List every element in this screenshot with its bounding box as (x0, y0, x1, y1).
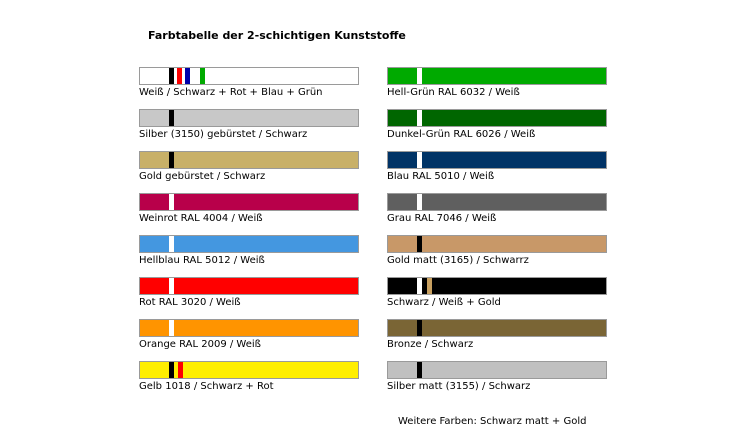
color-stripe (169, 320, 174, 336)
color-swatch-bar (387, 235, 607, 253)
color-swatch-label: Silber matt (3155) / Schwarz (387, 381, 531, 392)
color-swatch-label: Silber (3150) gebürstet / Schwarz (139, 129, 308, 140)
color-swatch-label: Gelb 1018 / Schwarz + Rot (139, 381, 274, 392)
color-stripe (169, 236, 174, 252)
color-swatch-label: Dunkel-Grün RAL 6026 / Weiß (387, 129, 536, 140)
color-stripe (427, 278, 432, 294)
right-color-column: Hell-Grün RAL 6032 / Weiß Dunkel-Grün RA… (387, 67, 607, 403)
color-swatch-label: Blau RAL 5010 / Weiß (387, 171, 495, 182)
color-stripe (417, 362, 422, 378)
color-stripe (417, 278, 422, 294)
color-stripe (200, 68, 205, 84)
color-swatch-bar (387, 67, 607, 85)
color-swatch-item: Silber matt (3155) / Schwarz (387, 361, 607, 403)
color-swatch-bar (139, 67, 359, 85)
color-stripe (169, 68, 174, 84)
color-swatch-item: Hellblau RAL 5012 / Weiß (139, 235, 359, 277)
color-swatch-bar (139, 361, 359, 379)
color-stripe (185, 68, 190, 84)
color-swatch-item: Rot RAL 3020 / Weiß (139, 277, 359, 319)
color-swatch-item: Grau RAL 7046 / Weiß (387, 193, 607, 235)
color-swatch-label: Schwarz / Weiß + Gold (387, 297, 501, 308)
color-stripe (169, 152, 174, 168)
color-stripe (178, 362, 183, 378)
color-stripe (417, 68, 422, 84)
color-swatch-bar (139, 193, 359, 211)
color-swatch-bar (387, 193, 607, 211)
color-swatch-label: Hellblau RAL 5012 / Weiß (139, 255, 265, 266)
color-swatch-label: Gold matt (3165) / Schwarrz (387, 255, 529, 266)
color-swatch-label: Bronze / Schwarz (387, 339, 474, 350)
color-swatch-item: Gold matt (3165) / Schwarrz (387, 235, 607, 277)
color-swatch-bar (387, 151, 607, 169)
color-swatch-label: Orange RAL 2009 / Weiß (139, 339, 261, 350)
color-swatch-item: Dunkel-Grün RAL 6026 / Weiß (387, 109, 607, 151)
color-swatch-label: Weinrot RAL 4004 / Weiß (139, 213, 263, 224)
color-swatch-item: Gold gebürstet / Schwarz (139, 151, 359, 193)
color-swatch-item: Schwarz / Weiß + Gold (387, 277, 607, 319)
color-swatch-item: Bronze / Schwarz (387, 319, 607, 361)
color-swatch-bar (139, 277, 359, 295)
color-stripe (177, 68, 182, 84)
color-stripe (169, 194, 174, 210)
color-swatch-item: Hell-Grün RAL 6032 / Weiß (387, 67, 607, 109)
color-swatch-label: Grau RAL 7046 / Weiß (387, 213, 497, 224)
color-swatch-bar (387, 109, 607, 127)
color-swatch-item: Silber (3150) gebürstet / Schwarz (139, 109, 359, 151)
color-swatch-item: Weinrot RAL 4004 / Weiß (139, 193, 359, 235)
color-stripe (169, 110, 174, 126)
footnote: Weitere Farben: Schwarz matt + Gold (398, 416, 587, 427)
color-stripe (417, 152, 422, 168)
color-swatch-bar (387, 319, 607, 337)
left-color-column: Weiß / Schwarz + Rot + Blau + Grün Silbe… (139, 67, 359, 403)
color-stripe (193, 68, 198, 84)
color-stripe (169, 278, 174, 294)
color-swatch-label: Rot RAL 3020 / Weiß (139, 297, 241, 308)
color-swatch-bar (139, 235, 359, 253)
color-stripe (417, 110, 422, 126)
color-swatch-bar (139, 109, 359, 127)
color-swatch-item: Gelb 1018 / Schwarz + Rot (139, 361, 359, 403)
color-swatch-bar (139, 319, 359, 337)
color-swatch-label: Weiß / Schwarz + Rot + Blau + Grün (139, 87, 323, 98)
color-swatch-bar (139, 151, 359, 169)
page-title: Farbtabelle der 2-schichtigen Kunststoff… (148, 29, 406, 42)
color-swatch-item: Orange RAL 2009 / Weiß (139, 319, 359, 361)
color-swatch-bar (387, 277, 607, 295)
color-swatch-item: Weiß / Schwarz + Rot + Blau + Grün (139, 67, 359, 109)
color-stripe (417, 194, 422, 210)
color-swatch-bar (387, 361, 607, 379)
color-swatch-label: Hell-Grün RAL 6032 / Weiß (387, 87, 520, 98)
color-stripe (417, 236, 422, 252)
color-stripe (169, 362, 174, 378)
color-swatch-item: Blau RAL 5010 / Weiß (387, 151, 607, 193)
color-stripe (417, 320, 422, 336)
color-swatch-label: Gold gebürstet / Schwarz (139, 171, 266, 182)
